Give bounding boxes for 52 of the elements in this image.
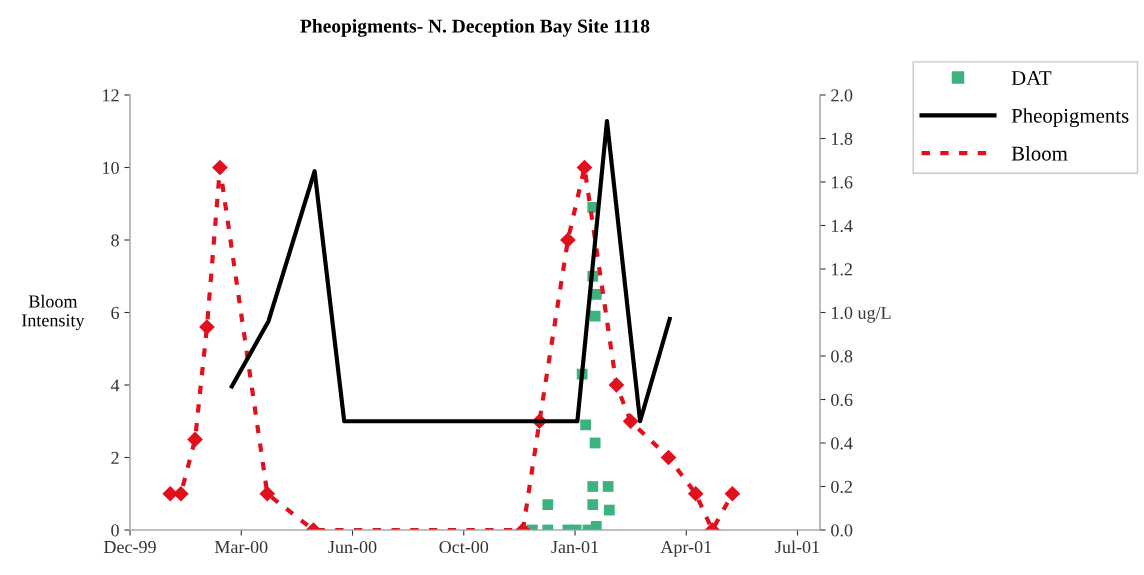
y2-tick-label: 0.4	[831, 437, 853, 450]
point	[187, 431, 203, 447]
y2-tick-label: 0.2	[831, 480, 852, 494]
point	[623, 413, 639, 429]
point	[602, 481, 614, 492]
point	[603, 504, 615, 516]
x-tick-label: Jan-01	[551, 540, 598, 554]
y-tick-label: 12	[103, 89, 119, 102]
point	[608, 377, 625, 393]
chart-title: Pheopigments- N. Deception Bay Site 1118	[300, 19, 650, 37]
y-tick-label: 0	[111, 524, 119, 537]
point	[587, 499, 599, 510]
y2-tick-label: 0.0	[831, 524, 853, 537]
point	[173, 486, 189, 502]
y2-tick-label: 2.0	[831, 89, 853, 102]
point	[560, 232, 576, 248]
legend-label: DAT	[1011, 71, 1052, 85]
x-tick-label: Apr-01	[660, 540, 712, 557]
x-tick-label: Jun-00	[328, 540, 377, 554]
x-tick-label: Oct-00	[439, 540, 489, 554]
point	[542, 499, 554, 510]
y-axis-title: Bloom Intensity	[21, 294, 85, 331]
point	[199, 319, 215, 335]
legend-label: Bloom	[1011, 145, 1068, 161]
line-series	[229, 119, 672, 424]
point	[590, 521, 602, 530]
point	[576, 159, 593, 176]
y-tick-label: 4	[110, 379, 120, 392]
y2-tick-label: 1.8	[832, 132, 853, 146]
point	[688, 486, 704, 502]
y2-tick-label: 1.2	[832, 263, 852, 276]
x-tick-label: Dec-99	[103, 540, 156, 554]
point	[589, 437, 601, 449]
y-tick-label: 8	[111, 234, 119, 247]
point	[212, 159, 228, 176]
y2-tick-label: 0.8	[831, 350, 853, 363]
point	[660, 449, 677, 466]
point	[724, 486, 740, 502]
point	[259, 486, 275, 502]
legend-label: Pheopigments	[1011, 108, 1129, 128]
point	[580, 419, 592, 431]
y-tick-label: 2	[111, 451, 119, 464]
point	[589, 310, 601, 322]
y-tick-label: 10	[103, 161, 119, 174]
y-tick-label: 6	[111, 306, 120, 319]
y2-tick-label: 0.6	[831, 393, 853, 407]
y2-tick-label: 1.4	[832, 219, 853, 233]
y2-tick-label: 1.6	[832, 176, 853, 189]
point	[587, 481, 599, 492]
x-tick-label: Jul-01	[775, 540, 819, 554]
y2-tick-label: 1.0 ug/L	[832, 306, 891, 323]
x-tick-label: Mar-00	[214, 540, 268, 554]
